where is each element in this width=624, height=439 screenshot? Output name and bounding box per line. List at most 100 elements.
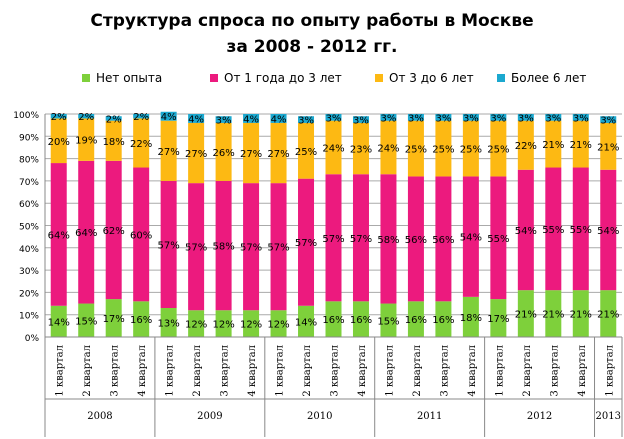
data-label: 2% (51, 112, 67, 123)
data-label: 21% (597, 310, 619, 321)
bar-segment (133, 301, 150, 337)
data-label: 2% (78, 112, 94, 123)
data-label: 3% (573, 113, 589, 124)
data-label: 22% (515, 141, 537, 152)
legend-label: От 1 года до 3 лет (224, 71, 342, 85)
data-label: 22% (130, 139, 152, 150)
data-label: 3% (600, 116, 616, 127)
chart-title: Структура спроса по опыту работы в Москв… (0, 8, 624, 60)
data-label: 57% (295, 238, 317, 249)
bar-segment (78, 160, 95, 304)
data-label: 54% (597, 226, 619, 237)
chart-title-line2: за 2008 - 2012 гг. (226, 37, 398, 57)
bar-segment (325, 301, 342, 337)
y-tick-label: 40% (19, 245, 39, 255)
bar-segment (435, 301, 452, 337)
bar-segment (545, 290, 562, 337)
bar-segment (517, 114, 534, 121)
bar-segment (105, 120, 122, 161)
bar-segment (325, 120, 342, 175)
data-label: 55% (570, 225, 592, 236)
legend-swatch (497, 74, 505, 82)
bar-segment (160, 308, 177, 337)
data-label: 55% (542, 225, 564, 236)
bar-segment (380, 303, 397, 337)
data-label: 3% (435, 113, 451, 124)
bar-segment (462, 114, 479, 121)
data-label: 18% (103, 137, 125, 148)
data-label: 64% (75, 228, 97, 239)
bar-segment (243, 122, 260, 184)
bar-segment (462, 176, 479, 297)
x-tick-label: 1 квартал (604, 345, 615, 397)
y-tick-label: 10% (19, 312, 39, 322)
legend-swatch (82, 74, 90, 82)
data-label: 57% (267, 243, 289, 254)
data-label: 12% (240, 320, 262, 331)
y-tick-label: 20% (19, 289, 39, 299)
bar-segment (78, 114, 95, 119)
data-label: 54% (460, 233, 482, 244)
bar-segment (325, 174, 342, 302)
data-label: 55% (487, 234, 509, 245)
bar-segment (188, 183, 205, 311)
data-label: 16% (405, 315, 427, 326)
x-tick-label: 4 квартал (357, 345, 368, 397)
year-label: 2008 (87, 411, 112, 422)
bar-segment (298, 116, 315, 123)
bar-segment (517, 169, 534, 291)
data-label: 58% (377, 235, 399, 246)
data-label: 4% (188, 114, 204, 125)
data-label: 16% (350, 315, 372, 326)
data-label: 21% (542, 140, 564, 151)
bar-segment (435, 114, 452, 121)
data-label: 57% (158, 240, 180, 251)
year-label: 2013 (596, 411, 621, 422)
bar-segment (600, 122, 617, 170)
data-label: 64% (48, 230, 70, 241)
bar-segment (243, 310, 260, 337)
bar-segment (188, 114, 205, 123)
legend-label: От 3 до 6 лет (389, 71, 474, 85)
bar-segment (407, 114, 424, 121)
year-label: 2010 (307, 411, 332, 422)
bar-segment (572, 120, 589, 168)
data-label: 15% (377, 316, 399, 327)
y-tick-label: 80% (19, 156, 39, 166)
data-label: 2% (133, 112, 149, 123)
x-tick-label: 2 квартал (302, 345, 313, 397)
x-tick-label: 1 квартал (275, 345, 286, 397)
x-tick-label: 4 квартал (137, 345, 148, 397)
bar-segment (352, 174, 369, 302)
bar-segment (517, 120, 534, 170)
data-label: 3% (490, 113, 506, 124)
x-tick-label: 3 квартал (110, 345, 121, 397)
data-label: 56% (432, 235, 454, 246)
data-label: 27% (240, 149, 262, 160)
x-tick-label: 2 квартал (412, 345, 423, 397)
x-tick-label: 4 квартал (247, 345, 258, 397)
bar-segment (133, 114, 150, 119)
x-tick-label: 3 квартал (220, 345, 231, 397)
bar-segment (298, 305, 315, 337)
data-label: 3% (216, 116, 232, 127)
x-tick-label: 3 квартал (330, 345, 341, 397)
data-label: 4% (243, 114, 259, 125)
bar-segment (50, 114, 67, 119)
y-tick-label: 0% (25, 334, 40, 344)
data-label: 16% (432, 315, 454, 326)
data-label: 14% (48, 317, 70, 328)
data-label: 23% (350, 145, 372, 156)
x-tick-label: 1 квартал (494, 345, 505, 397)
year-label: 2012 (527, 411, 552, 422)
bar-segment (380, 174, 397, 304)
bar-segment (50, 118, 67, 164)
data-label: 57% (322, 234, 344, 245)
data-label: 60% (130, 230, 152, 241)
x-tick-label: 1 квартал (384, 345, 395, 397)
bar-segment (105, 299, 122, 337)
bar-segment (188, 310, 205, 337)
x-tick-label: 1 квартал (55, 345, 66, 397)
x-tick-label: 3 квартал (439, 345, 450, 397)
